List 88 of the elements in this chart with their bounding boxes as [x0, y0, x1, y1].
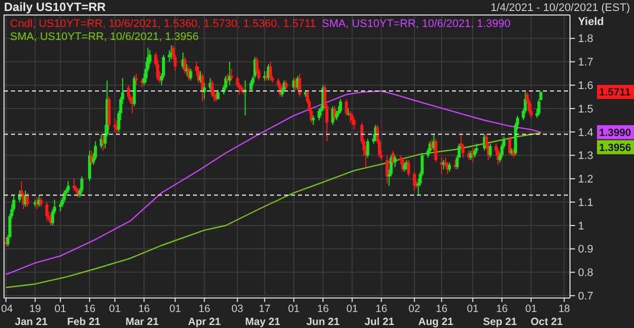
line-series: [5, 132, 542, 288]
x-tick-label: 16: [84, 303, 96, 315]
y-tick-label: 0.7: [578, 290, 594, 303]
candlestick: [407, 160, 410, 177]
candlestick: [530, 103, 533, 118]
candlestick: [210, 80, 214, 98]
candlestick: [113, 117, 116, 132]
candlestick: [80, 176, 84, 194]
candlestick: [473, 148, 476, 158]
candlestick: [134, 72, 138, 86]
x-tick-label: 16: [436, 303, 448, 315]
y-tick-label: 1: [578, 220, 584, 232]
x2-tick-label: Aug 21: [418, 316, 454, 328]
y-axis-title: Yield: [578, 16, 604, 28]
candlestick: [39, 196, 42, 208]
candlestick: [352, 117, 356, 130]
x2-tick-label: Jun 21: [306, 316, 340, 328]
x2-tick-label: Jul 21: [364, 316, 394, 328]
candlestick: [298, 72, 302, 98]
candlestick: [386, 154, 389, 184]
x-tick-label: 02: [408, 303, 420, 315]
x2-tick-label: Mar 21: [125, 316, 159, 328]
x-tick-label: 18: [558, 303, 570, 315]
candlestick: [18, 190, 22, 203]
x-tick-label: 16: [496, 303, 508, 315]
candlestick: [62, 190, 66, 203]
text: Cndl, US10YT=RR, 10/6/2021, 1.5360, 1.5730, 1.5360, 1.5711: [10, 18, 316, 30]
x-tick-label: 01: [169, 303, 182, 315]
x-tick-label: 16: [317, 303, 329, 315]
candlestick: [183, 56, 186, 74]
candlestick: [434, 138, 438, 163]
x-tick-label: 01: [54, 303, 66, 315]
candlestick: [338, 98, 342, 114]
x2-tick-label: Sep 21: [483, 316, 518, 328]
candlestick: [350, 112, 354, 126]
candlestick: [403, 162, 406, 172]
text: 1.3990: [599, 126, 632, 139]
text: 1.5711: [599, 86, 631, 99]
x-tick-label: 16: [138, 303, 150, 315]
candlestick: [335, 110, 338, 121]
x-tick-label: 03: [232, 303, 244, 315]
y-tick-label: 0.8: [578, 267, 594, 280]
text: SMA, US10YT=RR, 10/6/2021, 1.3956: [10, 31, 199, 43]
candlestick: [26, 192, 29, 208]
y-tick-label: 1.4: [578, 126, 594, 139]
y-tick-label: 1.3: [578, 150, 594, 162]
chart-subtitle: 1/4/2021 - 10/20/2021 (EST): [490, 2, 630, 14]
x2-tick-label: Jan 21: [14, 316, 48, 328]
candlestick: [58, 202, 62, 212]
y-tick-label: 1.2: [578, 174, 594, 186]
x-tick-label: 16: [375, 303, 388, 315]
x2-tick-label: May 21: [245, 316, 280, 328]
y-tick-label: 1.1: [578, 196, 594, 209]
y-tick-label: 0.9: [578, 244, 594, 256]
chart-title: Daily US10YT=RR: [4, 0, 106, 14]
candlestick: [126, 84, 130, 100]
x-tick-label: 19: [29, 303, 42, 315]
y-tick-label: 1.6: [578, 80, 594, 92]
y-tick-label: 1.8: [578, 33, 594, 46]
candlestick: [488, 143, 492, 158]
candlestick: [45, 202, 48, 222]
text: 1.3956: [599, 142, 632, 154]
y-tick-label: 1.7: [578, 56, 594, 69]
x-tick-label: 04: [1, 303, 13, 315]
candlestick: [366, 138, 370, 158]
candlestick: [66, 180, 70, 194]
candlestick: [268, 61, 272, 81]
x2-tick-label: Apr 21: [188, 316, 221, 328]
candlestick: [448, 162, 451, 172]
candlestick: [250, 80, 253, 90]
text: SMA, US10YT=RR, 10/6/2021, 1.3990: [322, 18, 511, 30]
candlestick: [284, 80, 288, 90]
candlestick: [94, 140, 97, 161]
candlestick: [393, 154, 396, 168]
x-tick-label: 01: [525, 303, 538, 315]
x2-tick-label: Feb 21: [67, 316, 101, 328]
x-tick-label: 01: [288, 303, 300, 315]
candlestick: [189, 68, 192, 81]
x-tick-label: 01: [109, 303, 121, 315]
x-tick-label: 01: [346, 303, 358, 315]
candlestick: [72, 178, 76, 191]
candlestick: [318, 108, 321, 121]
x-tick-label: 16: [198, 303, 210, 315]
y-tick-label: 1.5: [578, 103, 594, 116]
x-tick-label: 17: [258, 303, 271, 315]
x2-tick-label: Oct 21: [530, 316, 563, 328]
x-tick-label: 01: [466, 303, 479, 315]
candlestick: [224, 75, 228, 90]
